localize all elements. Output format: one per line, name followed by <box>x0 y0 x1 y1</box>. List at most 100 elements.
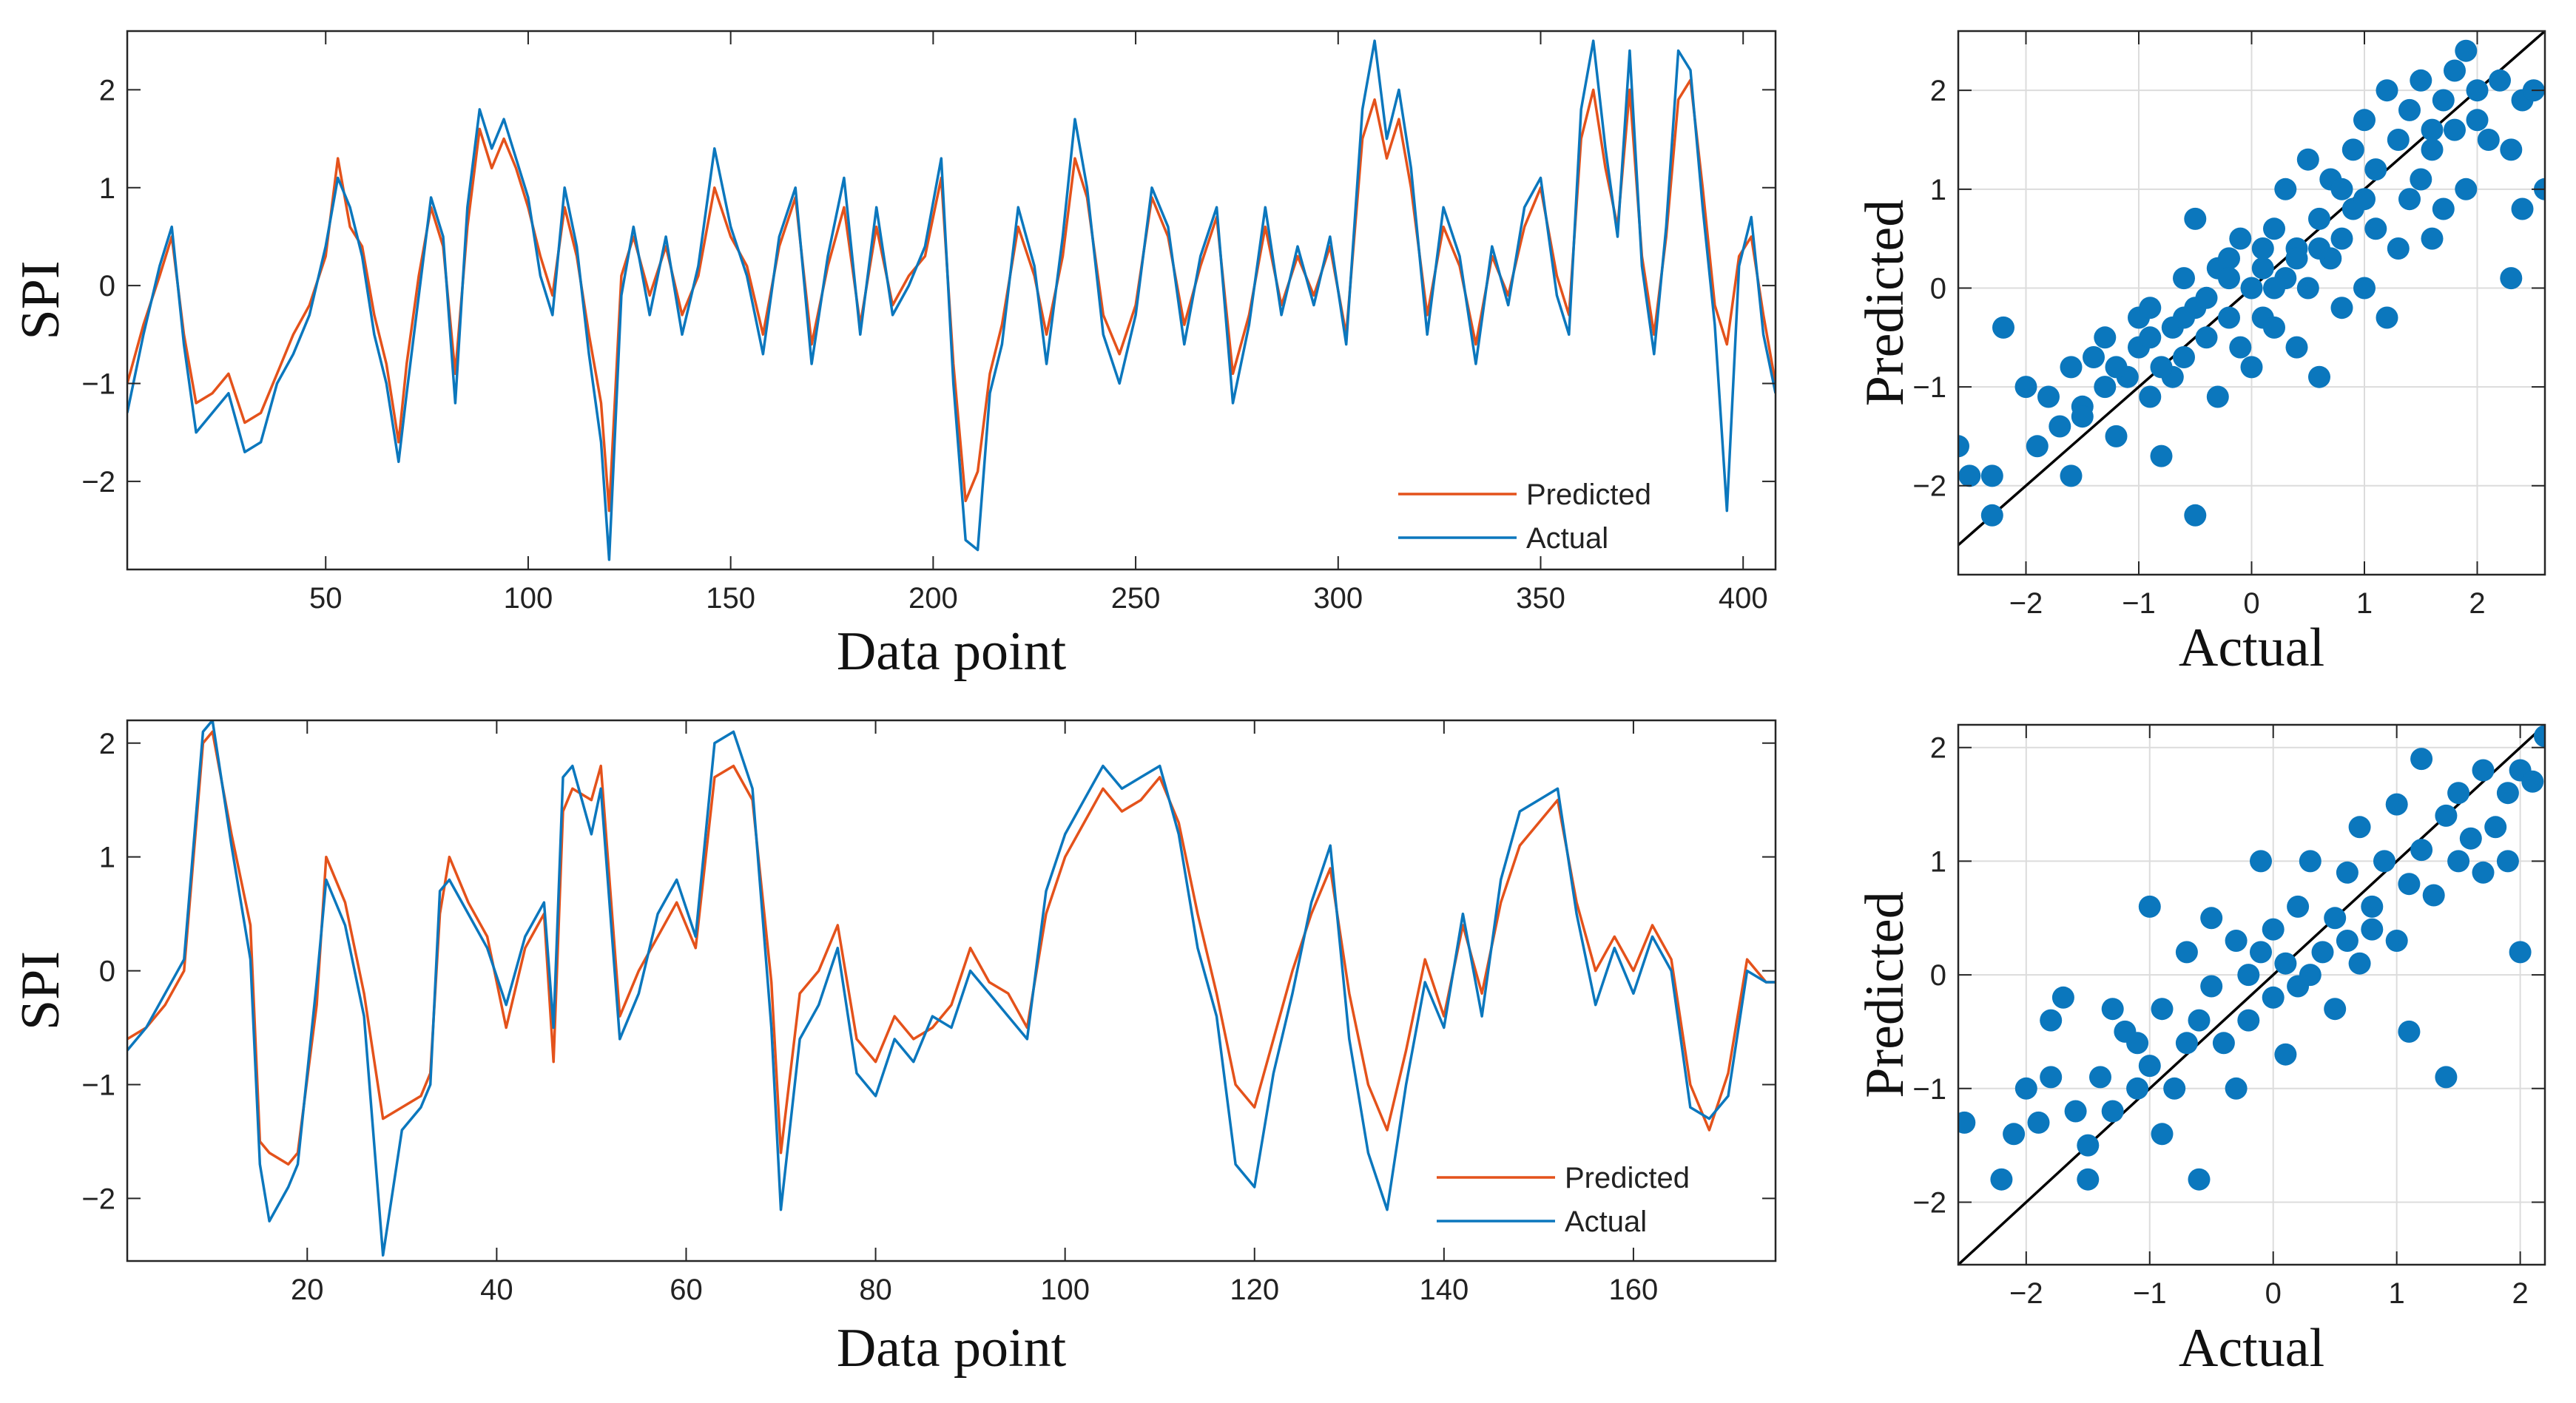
scatter-point <box>2410 168 2432 191</box>
x-tick-label: 0 <box>2243 587 2259 620</box>
x-axis-label: Actual <box>2179 1318 2324 1379</box>
x-tick-label: 250 <box>1111 582 1161 615</box>
scatter-point <box>2398 873 2421 896</box>
scatter-point <box>2218 267 2240 290</box>
scatter-point <box>2173 267 2195 290</box>
scatter-point <box>2251 257 2274 280</box>
scatter-point <box>2060 464 2083 487</box>
chart-panel-1: 50 100 150 200 250 300 350 400 −2 −1 0 1 2 Data point… <box>10 30 1777 682</box>
x-tick-label: 1 <box>2389 1277 2405 1310</box>
scatter-point <box>2274 178 2297 200</box>
y-tick-label: −2 <box>1912 470 1946 503</box>
scatter-point <box>2521 770 2544 793</box>
scatter-point <box>2353 277 2376 300</box>
scatter-point <box>2466 79 2489 102</box>
x-tick-label: 1 <box>2356 587 2373 620</box>
scatter-point <box>2324 998 2347 1021</box>
scatter-point <box>2060 356 2083 379</box>
scatter-point <box>2466 109 2489 132</box>
scatter-point <box>2263 217 2285 240</box>
scatter-point <box>2484 816 2507 839</box>
scatter-point <box>2421 227 2444 250</box>
x-tick-label: −1 <box>2133 1277 2167 1310</box>
scatter-point <box>2200 975 2223 998</box>
scatter-point <box>2477 129 2500 151</box>
scatter-point <box>2432 89 2455 112</box>
y-tick-label: 2 <box>99 74 115 107</box>
y-axis-label: Predicted <box>1855 891 1915 1098</box>
scatter-point <box>2251 237 2274 260</box>
scatter-point <box>2225 1077 2248 1100</box>
scatter-point <box>2308 365 2330 388</box>
scatter-point <box>2274 952 2297 975</box>
scatter-point <box>2188 1168 2211 1191</box>
scatter-point <box>1958 435 1969 458</box>
scatter-point <box>2422 884 2445 907</box>
scatter-point <box>2240 356 2263 379</box>
x-tick-label: 100 <box>504 582 553 615</box>
scatter-point <box>2094 326 2117 349</box>
y-tick-label: −1 <box>81 1069 115 1101</box>
x-tick-label: −2 <box>2009 1277 2043 1310</box>
y-tick-label: −2 <box>81 1183 115 1215</box>
scatter-point <box>2071 405 2094 428</box>
scatter-point <box>2410 748 2433 771</box>
scatter-point <box>2083 346 2105 368</box>
scatter-point <box>1958 1111 1976 1134</box>
scatter-point <box>2410 69 2432 92</box>
scatter-point <box>2138 895 2161 918</box>
scatter-point <box>2195 326 2218 349</box>
scatter-point <box>2421 138 2444 161</box>
scatter-point <box>2077 1134 2100 1157</box>
y-tick-label: −1 <box>81 368 115 401</box>
axes-box <box>126 30 1777 571</box>
x-tick-label: 80 <box>859 1274 892 1306</box>
legend-label-actual: Actual <box>1565 1206 1647 1238</box>
scatter-point <box>2250 941 2272 964</box>
scatter-point <box>2173 346 2195 368</box>
axes-box <box>126 719 1777 1262</box>
scatter-point <box>2353 188 2376 211</box>
x-tick-label: 50 <box>309 582 343 615</box>
scatter-point <box>2444 118 2466 141</box>
scatter-point <box>2348 816 2371 839</box>
legend-label-predicted: Predicted <box>1565 1162 1690 1194</box>
scatter-point <box>2212 1032 2235 1055</box>
scatter-point <box>2361 895 2384 918</box>
scatter-point <box>2373 850 2395 873</box>
scatter-point <box>2496 850 2519 873</box>
plot-area <box>127 31 1776 569</box>
scatter-point <box>2534 725 2545 748</box>
scatter-point <box>2336 930 2358 952</box>
scatter-point <box>2175 941 2198 964</box>
scatter-point <box>2262 918 2285 941</box>
y-axis-label: SPI <box>10 951 71 1030</box>
scatter-point <box>2330 297 2353 320</box>
scatter-point <box>2237 964 2260 987</box>
x-tick-label: 60 <box>670 1274 703 1306</box>
scatter-point <box>1958 464 1981 487</box>
scatter-point <box>2105 425 2128 447</box>
scatter-point <box>2299 850 2322 873</box>
scatter-point <box>2049 415 2071 438</box>
scatter-point <box>2348 952 2371 975</box>
scatter-point <box>2184 504 2207 527</box>
scatter-point <box>2014 376 2037 399</box>
scatter-point <box>1990 1168 2013 1191</box>
scatter-point <box>2398 188 2421 211</box>
scatter-point <box>2105 356 2128 379</box>
y-tick-label: 2 <box>99 728 115 760</box>
scatter-point <box>2263 277 2285 300</box>
scatter-point <box>2126 1032 2149 1055</box>
scatter-point <box>2225 930 2248 952</box>
plot-content <box>127 39 1776 561</box>
scatter-point <box>2432 197 2455 220</box>
scatter-point <box>2262 986 2285 1009</box>
scatter-point <box>2206 385 2229 408</box>
x-tick-label: −2 <box>2009 587 2043 620</box>
legend-label-predicted: Predicted <box>1526 479 1651 511</box>
scatter-point <box>2299 964 2322 987</box>
scatter-point <box>2175 1032 2198 1055</box>
scatter-point <box>2435 1066 2458 1089</box>
